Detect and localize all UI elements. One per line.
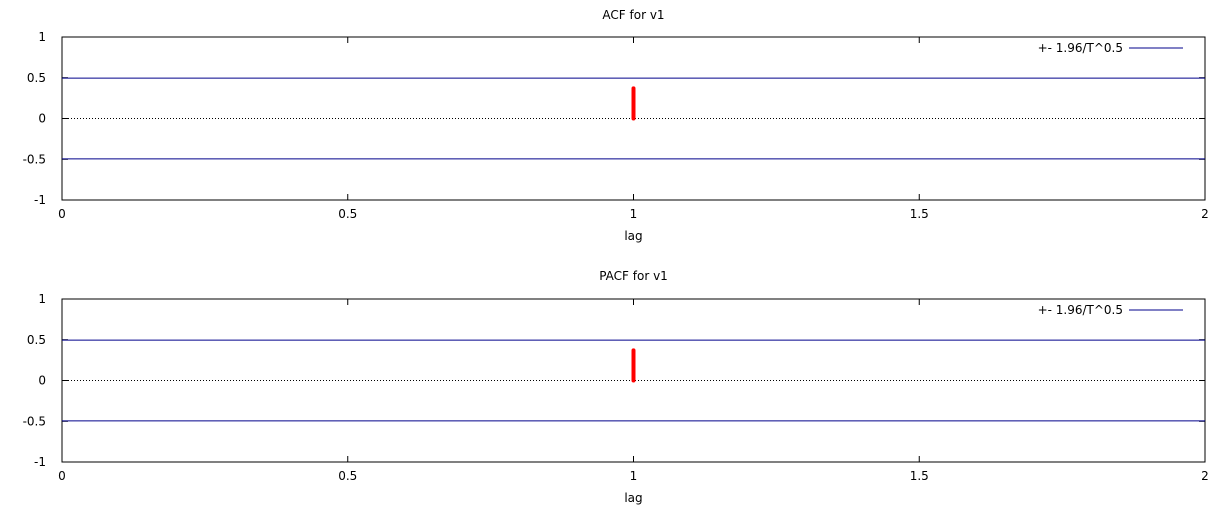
- x-tick-label: 2: [1201, 469, 1209, 483]
- y-tick-label: 1: [38, 30, 46, 44]
- x-tick-label: 2: [1201, 207, 1209, 221]
- x-axis-label: lag: [624, 229, 642, 243]
- chart-title: PACF for v1: [599, 269, 668, 283]
- y-tick-label: 0.5: [27, 333, 46, 347]
- y-tick-label: -1: [34, 193, 46, 207]
- x-tick-label: 0.5: [338, 207, 357, 221]
- y-tick-label: 0.5: [27, 71, 46, 85]
- x-tick-label: 1.5: [910, 207, 929, 221]
- chart-title: ACF for v1: [602, 8, 664, 22]
- chart-panel-acf: ACF for v1 1 0.5 0 -0.5 -1 0 0.5 1 1.5 2 lag +- 1.96…: [23, 8, 1209, 243]
- x-tick-label: 0: [58, 469, 66, 483]
- legend-label: +- 1.96/T^0.5: [1038, 41, 1123, 55]
- y-tick-label: -0.5: [23, 152, 46, 166]
- x-tick-label: 1: [630, 469, 638, 483]
- chart-panel-pacf: PACF for v1 1 0.5 0 -0.5 -1 0 0.5 1 1.5 2 lag +- 1.9…: [23, 269, 1209, 505]
- y-tick-label: -1: [34, 455, 46, 469]
- y-tick-label: 0: [38, 374, 46, 388]
- x-axis-label: lag: [624, 491, 642, 505]
- x-tick-label: 1.5: [910, 469, 929, 483]
- legend-label: +- 1.96/T^0.5: [1038, 303, 1123, 317]
- y-tick-label: -0.5: [23, 414, 46, 428]
- y-tick-label: 1: [38, 292, 46, 306]
- y-tick-label: 0: [38, 112, 46, 126]
- x-tick-label: 1: [630, 207, 638, 221]
- x-tick-label: 0: [58, 207, 66, 221]
- x-tick-label: 0.5: [338, 469, 357, 483]
